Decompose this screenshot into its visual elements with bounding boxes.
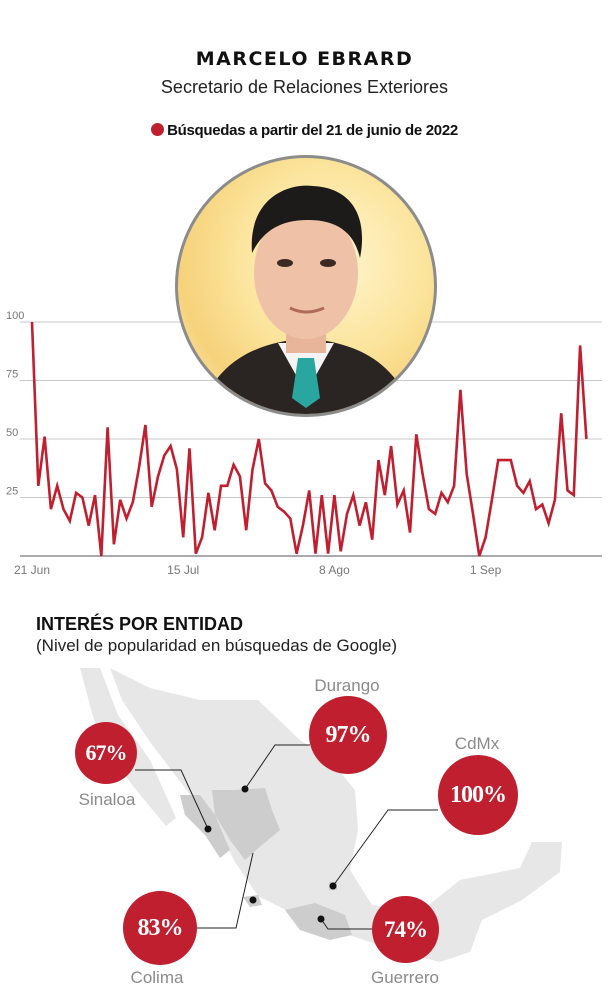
mainland-shape (110, 668, 562, 962)
durango-shape (212, 788, 280, 860)
y-tick-label: 50 (6, 427, 18, 439)
guerrero-shape (285, 903, 352, 940)
cdmx-bubble: 100% (438, 755, 518, 835)
sinaloa-label: Sinaloa (78, 790, 136, 809)
guerrero-label: Guerrero (370, 968, 440, 987)
sinaloa-shape (180, 795, 230, 858)
colima-bubble: 83% (123, 891, 197, 965)
durango-leader-line (244, 744, 310, 790)
portrait-illustration-icon (175, 155, 437, 417)
colima-label: Colima (130, 968, 184, 987)
guerrero-bubble: 74% (372, 896, 439, 963)
line-chart: 100 75 50 25 21 Jun 15 Jul 8 Ago 1 Sep (6, 310, 602, 577)
cdmx-marker (329, 882, 337, 890)
durango-marker (241, 785, 249, 793)
person-role: Secretario de Relaciones Exteriores (160, 77, 449, 97)
sinaloa-bubble: 67% (75, 722, 137, 784)
cdmx-label: CdMx (454, 734, 500, 753)
x-tick-label: 8 Ago (319, 563, 350, 577)
map-section-title: INTERÉS POR ENTIDAD (36, 614, 244, 634)
guerrero-leader-line (320, 918, 372, 930)
y-tick-label: 25 (6, 486, 18, 498)
colima-marker (249, 896, 257, 904)
y-tick-label: 100 (6, 310, 24, 322)
legend-dot-icon (151, 123, 165, 136)
cdmx-leader-line (332, 809, 438, 887)
sinaloa-leader-line (135, 769, 209, 830)
y-tick-label: 75 (6, 369, 18, 381)
person-name: MARCELO EBRARD (195, 48, 414, 70)
x-tick-label: 15 Jul (167, 563, 199, 577)
x-tick-label: 21 Jun (14, 563, 50, 577)
legend-label: Búsquedas a partir del 21 de junio de 20… (167, 122, 458, 139)
durango-label: Durango (314, 676, 380, 695)
colima-leader-line (196, 852, 254, 929)
x-tick-label: 1 Sep (470, 563, 502, 577)
sinaloa-marker (204, 825, 212, 833)
chart-legend: Búsquedas a partir del 21 de junio de 20… (0, 122, 609, 139)
guerrero-marker (317, 915, 325, 923)
map-section-subtitle: (Nivel de popularidad en búsquedas de Go… (36, 636, 398, 655)
durango-bubble: 97% (309, 696, 387, 774)
